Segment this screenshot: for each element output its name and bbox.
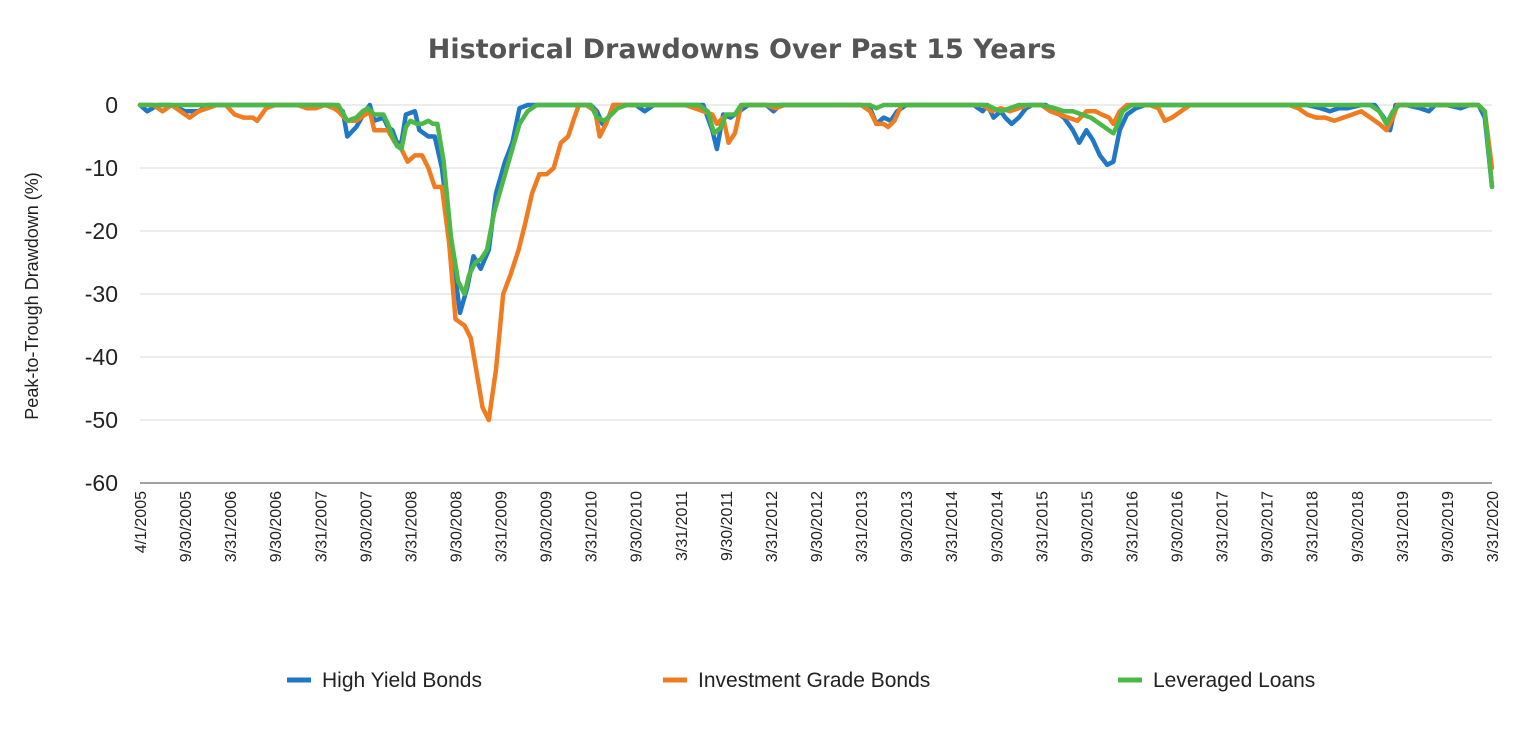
x-tick-label: 4/1/2005 xyxy=(133,491,150,553)
x-tick-label: 3/31/2010 xyxy=(584,491,601,562)
legend-item: Leveraged Loans xyxy=(1118,669,1315,692)
x-tick-label: 3/31/2020 xyxy=(1485,491,1502,562)
x-tick-label: 9/30/2013 xyxy=(899,491,916,562)
x-tick-label: 9/30/2016 xyxy=(1170,491,1187,562)
x-tick-label: 9/30/2015 xyxy=(1079,491,1096,562)
y-tick-label: -30 xyxy=(85,281,118,307)
x-tick-label: 3/31/2017 xyxy=(1215,491,1232,562)
x-tick-label: 3/31/2018 xyxy=(1305,491,1322,562)
x-tick-label: 9/30/2012 xyxy=(809,491,826,562)
series-line-leveraged-loans xyxy=(137,102,1495,297)
x-tick-label: 3/31/2012 xyxy=(764,491,781,562)
legend-item: Investment Grade Bonds xyxy=(663,669,930,692)
legend-item: High Yield Bonds xyxy=(287,669,482,692)
x-tick-label: 3/31/2006 xyxy=(223,491,240,562)
series-line-investment-grade-bonds xyxy=(137,102,1495,423)
y-tick-label: -40 xyxy=(85,344,118,370)
legend: High Yield Bonds Investment Grade Bonds Le… xyxy=(287,669,1315,692)
y-tick-label: -50 xyxy=(85,407,118,433)
y-axis-ticks: 0 -10 -20 -30 -40 -50 -60 xyxy=(85,92,118,496)
x-tick-label: 9/30/2005 xyxy=(178,491,195,562)
x-tick-label: 3/31/2016 xyxy=(1124,491,1141,562)
x-tick-label: 3/31/2015 xyxy=(1034,491,1051,562)
x-tick-label: 9/30/2019 xyxy=(1440,491,1457,562)
legend-label: Investment Grade Bonds xyxy=(698,669,930,692)
legend-label: Leveraged Loans xyxy=(1153,669,1315,692)
x-tick-label: 9/30/2011 xyxy=(719,491,736,561)
x-tick-label: 3/31/2007 xyxy=(313,491,330,562)
series-line-high-yield-bonds xyxy=(137,102,1495,316)
x-tick-label: 3/31/2014 xyxy=(944,491,961,562)
y-tick-label: -60 xyxy=(85,470,118,496)
x-tick-label: 9/30/2009 xyxy=(539,491,556,562)
y-tick-label: -20 xyxy=(85,218,118,244)
x-tick-label: 3/31/2008 xyxy=(403,491,420,562)
x-tick-label: 9/30/2010 xyxy=(629,491,646,562)
x-tick-label: 3/31/2013 xyxy=(854,491,871,562)
x-tick-label: 9/30/2017 xyxy=(1260,491,1277,562)
y-axis-label: Peak-to-Trough Drawdown (%) xyxy=(22,172,42,419)
y-tick-label: -10 xyxy=(85,155,118,181)
x-tick-label: 3/31/2019 xyxy=(1395,491,1412,562)
y-tick-label: 0 xyxy=(105,92,118,118)
x-tick-label: 3/31/2009 xyxy=(494,491,511,562)
x-axis-ticks: 4/1/2005 9/30/2005 3/31/2006 9/30/2006 3/31/… xyxy=(133,491,1502,562)
chart-title: Historical Drawdowns Over Past 15 Years xyxy=(428,34,1056,65)
legend-label: High Yield Bonds xyxy=(322,669,482,692)
x-tick-label: 9/30/2008 xyxy=(448,491,465,562)
x-tick-label: 9/30/2006 xyxy=(268,491,285,562)
x-tick-label: 3/31/2011 xyxy=(674,491,691,561)
gridlines xyxy=(140,104,1492,484)
x-tick-label: 9/30/2014 xyxy=(989,491,1006,562)
series-lines xyxy=(137,102,1495,423)
x-tick-label: 9/30/2007 xyxy=(358,491,375,562)
x-tick-label: 9/30/2018 xyxy=(1350,491,1367,562)
